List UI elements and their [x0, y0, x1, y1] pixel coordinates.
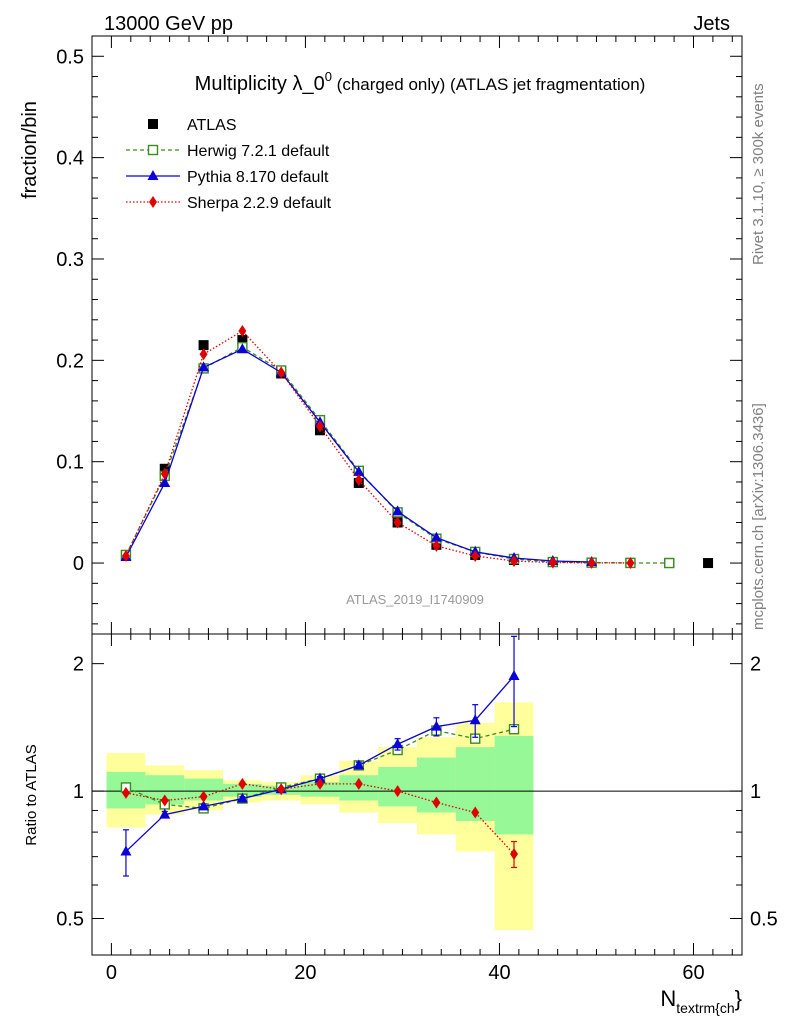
ratio-point-1 [469, 714, 481, 725]
ratio-point-2 [199, 790, 208, 803]
rivet-version-label: Rivet 3.1.10, ≥ 300k events [750, 83, 767, 265]
ratio-panel: 0.5 0.51 12 20 20 40 60 [56, 633, 778, 984]
ratio-point-1 [353, 759, 365, 770]
ratio-point-1 [198, 800, 210, 811]
main-point-3 [354, 473, 363, 486]
ratio-ytick-label-left: 2 [73, 654, 84, 676]
main-point-3 [548, 556, 557, 569]
main-point-3 [277, 366, 286, 379]
main-point-2 [353, 465, 365, 476]
main-point-2 [198, 361, 210, 372]
ratio-frame [91, 633, 743, 956]
chart-title-main: Multiplicity λ_0 [195, 73, 325, 95]
main-panel: 0 0.1 0.2 0.3 0.4 0.5 [56, 35, 743, 635]
main-point-3 [315, 420, 324, 433]
main-ytick-label: 0.1 [56, 452, 84, 474]
main-ytick-label: 0.5 [56, 46, 84, 68]
ratio-point-1 [159, 808, 171, 819]
main-point-0 [703, 558, 714, 569]
ratio-point-1 [508, 670, 520, 681]
legend-marker [147, 170, 159, 180]
main-point-0 [198, 340, 209, 351]
main-series-line-3 [125, 330, 631, 564]
ratio-point-2 [160, 794, 169, 807]
ratio-band-green [494, 735, 534, 835]
legend-label: ATLAS [187, 117, 237, 134]
ratio-point-1 [430, 720, 442, 731]
ratio-point-1 [236, 792, 248, 803]
ratio-ytick-label-right: 0.5 [750, 909, 778, 931]
energy-label: 13000 GeV pp [104, 13, 233, 35]
ratio-ytick-label-left: 1 [73, 781, 84, 803]
ratio-ylabel: Ratio to ATLAS [23, 744, 40, 845]
main-point-3 [238, 324, 247, 337]
ratio-xtick-label: 20 [294, 962, 316, 984]
x-axis-label: Ntextrm{ch} [660, 986, 742, 1016]
ratio-ytick-label-right: 2 [750, 654, 761, 676]
main-point-3 [510, 555, 519, 568]
main-point-1 [664, 557, 675, 569]
legend: ATLAS Herwig 7.2.1 default Pythia 8.170 de… [126, 117, 332, 212]
x-axis-label-tail: } [735, 986, 742, 1011]
main-point-0 [237, 335, 248, 346]
ratio-point-2 [432, 796, 441, 809]
main-ytick-label: 0 [73, 553, 84, 575]
ratio-xtick-label: 60 [682, 962, 704, 984]
main-point-3 [587, 556, 596, 569]
main-ylabel: fraction/bin [19, 101, 41, 199]
ratio-xtick-label: 0 [106, 962, 117, 984]
main-point-2 [392, 505, 404, 516]
ratio-point-2 [354, 777, 363, 790]
ratio-point-2 [315, 777, 324, 790]
legend-marker [147, 144, 159, 156]
main-point-3 [199, 348, 208, 361]
main-point-3 [121, 549, 130, 562]
main-point-2 [236, 343, 248, 354]
ratio-ytick-label-right: 1 [750, 781, 761, 803]
main-ytick-label: 0.4 [56, 148, 84, 170]
main-ytick-label: 0.3 [56, 249, 84, 271]
legend-label: Pythia 8.170 default [187, 169, 329, 186]
main-point-2 [430, 531, 442, 542]
main-series-line-2 [125, 348, 592, 563]
ratio-point-2 [238, 777, 247, 790]
ratio-series-line-2 [125, 783, 515, 855]
analysis-watermark: ATLAS_2019_I1740909 [346, 592, 484, 607]
ratio-point-1 [120, 845, 132, 856]
main-ytick-label: 0.2 [56, 350, 84, 372]
chart-title-rest: (charged only) (ATLAS jet fragmentation) [332, 75, 645, 94]
mcplots-url-label: mcplots.cern.ch [arXiv:1306.3436] [750, 403, 767, 630]
main-point-3 [160, 467, 169, 480]
ratio-point-2 [121, 786, 130, 799]
legend-label: Herwig 7.2.1 default [187, 143, 330, 160]
ratio-point-2 [471, 806, 480, 819]
main-point-3 [471, 549, 480, 562]
ratio-point-2 [277, 783, 286, 796]
process-label: Jets [693, 13, 730, 35]
chart-title-sup: 0 [325, 69, 332, 84]
main-point-3 [432, 539, 441, 552]
ratio-point-2 [393, 785, 402, 798]
chart-title: Multiplicity λ_00 (charged only) (ATLAS … [195, 69, 646, 95]
main-series-line-1 [125, 346, 670, 564]
ratio-ytick-label-left: 0.5 [56, 909, 84, 931]
main-point-3 [626, 556, 635, 569]
ratio-xtick-label: 40 [488, 962, 510, 984]
ratio-point-1 [314, 772, 326, 783]
ratio-band-green [184, 778, 223, 801]
main-point-2 [159, 476, 171, 487]
x-axis-label-main: N [660, 986, 676, 1011]
legend-marker [149, 196, 157, 208]
main-point-3 [393, 516, 402, 529]
legend-label: Sherpa 2.2.9 default [187, 195, 332, 212]
x-axis-label-sub: textrm{ch [676, 1000, 734, 1016]
ratio-point-1 [392, 738, 404, 749]
legend-marker [148, 119, 158, 129]
ratio-point-2 [510, 848, 519, 861]
